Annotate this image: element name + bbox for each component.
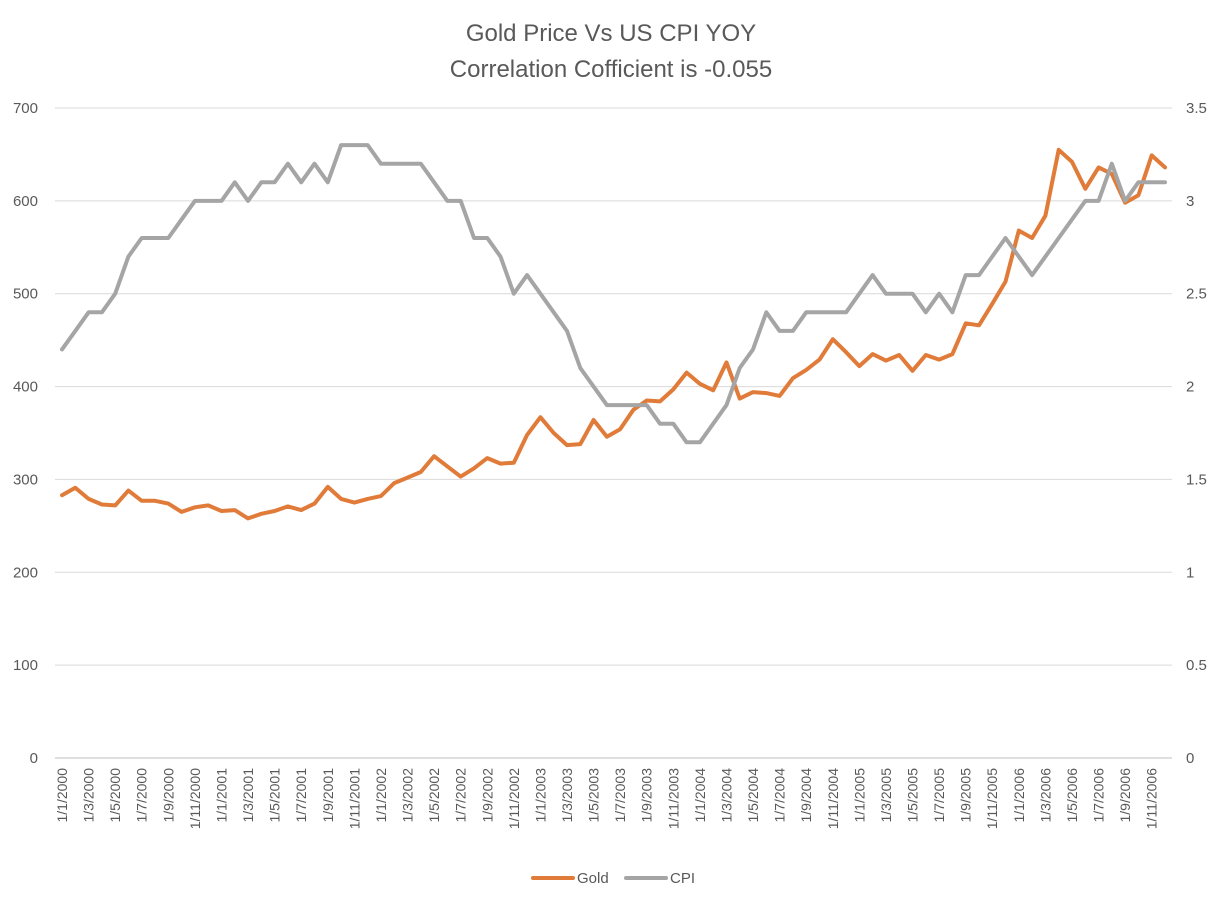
x-tick-label: 1/3/2002 <box>400 768 416 823</box>
x-tick-label: 1/5/2005 <box>905 768 921 823</box>
x-tick-label: 1/9/2003 <box>639 768 655 823</box>
legend-label-cpi: CPI <box>670 870 695 887</box>
x-tick-label: 1/7/2002 <box>453 768 469 823</box>
x-tick-label: 1/5/2000 <box>107 768 123 823</box>
x-tick-label: 1/11/2005 <box>984 768 1000 829</box>
x-tick-label: 1/5/2002 <box>426 768 442 823</box>
x-tick-label: 1/11/2004 <box>825 768 841 829</box>
y-axis-right: 0 0.5 1 1.5 2 2.5 3 3.5 <box>1186 100 1207 767</box>
x-tick-label: 1/1/2005 <box>851 768 867 823</box>
series-line-gold <box>60 147 1167 521</box>
x-tick-label: 1/1/2003 <box>532 768 548 823</box>
y-left-tick-label: 700 <box>13 100 38 117</box>
x-tick-label: 1/9/2002 <box>479 768 495 823</box>
x-tick-label: 1/9/2006 <box>1117 768 1133 823</box>
x-tick-label: 1/9/2000 <box>160 768 176 823</box>
x-tick-label: 1/1/2001 <box>213 768 229 823</box>
x-tick-label: 1/11/2003 <box>665 768 681 829</box>
chart-subtitle: Correlation Cofficient is -0.055 <box>450 56 772 83</box>
chart-title: Gold Price Vs US CPI YOY <box>466 20 756 47</box>
y-right-tick-label: 0 <box>1186 750 1194 767</box>
y-left-tick-label: 400 <box>13 379 38 396</box>
x-tick-label: 1/7/2004 <box>772 768 788 823</box>
x-tick-label: 1/1/2004 <box>692 768 708 823</box>
gridlines <box>55 107 1172 759</box>
y-axis-left: 0 100 200 300 400 500 600 700 <box>13 100 38 767</box>
x-tick-label: 1/11/2000 <box>187 768 203 829</box>
x-tick-label: 1/3/2000 <box>81 768 97 823</box>
series <box>60 143 1167 521</box>
y-right-tick-label: 2 <box>1186 379 1194 396</box>
x-tick-label: 1/3/2006 <box>1037 768 1053 823</box>
y-left-tick-label: 600 <box>13 193 38 210</box>
y-right-tick-label: 3.5 <box>1186 100 1207 117</box>
x-tick-label: 1/7/2000 <box>134 768 150 823</box>
y-left-tick-label: 100 <box>13 657 38 674</box>
x-tick-label: 1/11/2002 <box>506 768 522 829</box>
x-tick-label: 1/11/2006 <box>1144 768 1160 829</box>
legend: Gold CPI <box>531 870 695 887</box>
y-left-tick-label: 500 <box>13 286 38 303</box>
x-tick-label: 1/5/2004 <box>745 768 761 823</box>
x-tick-label: 1/9/2004 <box>798 768 814 823</box>
y-right-tick-label: 1.5 <box>1186 471 1207 488</box>
x-tick-label: 1/3/2005 <box>878 768 894 823</box>
y-right-tick-label: 1 <box>1186 564 1194 581</box>
x-axis: 1/1/2000 1/3/2000 1/5/2000 1/7/2000 1/9/2000… <box>54 768 1160 829</box>
x-tick-label: 1/11/2001 <box>346 768 362 829</box>
x-tick-label: 1/3/2004 <box>718 768 734 823</box>
x-tick-label: 1/5/2003 <box>586 768 602 823</box>
x-tick-label: 1/3/2003 <box>559 768 575 823</box>
x-tick-label: 1/7/2005 <box>931 768 947 823</box>
x-tick-label: 1/7/2006 <box>1091 768 1107 823</box>
y-left-tick-label: 300 <box>13 471 38 488</box>
x-tick-label: 1/1/2002 <box>373 768 389 823</box>
series-line-cpi <box>60 143 1167 445</box>
y-left-tick-label: 0 <box>30 750 38 767</box>
legend-label-gold: Gold <box>577 870 609 887</box>
x-tick-label: 1/9/2001 <box>320 768 336 823</box>
x-tick-label: 1/9/2005 <box>958 768 974 823</box>
x-tick-label: 1/1/2000 <box>54 768 70 823</box>
y-right-tick-label: 2.5 <box>1186 286 1207 303</box>
y-right-tick-label: 0.5 <box>1186 657 1207 674</box>
x-tick-label: 1/5/2001 <box>267 768 283 823</box>
x-tick-label: 1/7/2003 <box>612 768 628 823</box>
y-left-tick-label: 200 <box>13 564 38 581</box>
y-right-tick-label: 3 <box>1186 193 1194 210</box>
x-tick-label: 1/5/2006 <box>1064 768 1080 823</box>
x-tick-label: 1/7/2001 <box>293 768 309 823</box>
x-tick-label: 1/1/2006 <box>1011 768 1027 823</box>
x-tick-label: 1/3/2001 <box>240 768 256 823</box>
